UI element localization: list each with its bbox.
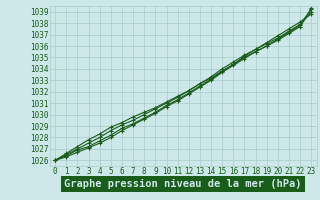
X-axis label: Graphe pression niveau de la mer (hPa): Graphe pression niveau de la mer (hPa): [64, 179, 302, 189]
